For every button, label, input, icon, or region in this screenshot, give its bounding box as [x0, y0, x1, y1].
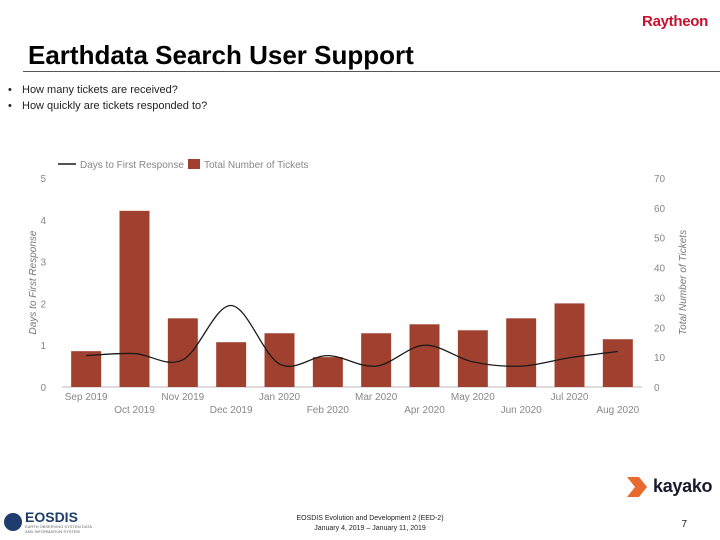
y-tick-label: 0: [40, 383, 46, 394]
bullet-icon: •: [8, 100, 12, 112]
bullet-item: • How many tickets are received?: [8, 82, 207, 98]
x-tick-label: Mar 2020: [355, 392, 398, 403]
y-tick-label: 1: [40, 341, 46, 352]
page-title: Earthdata Search User Support: [28, 40, 414, 70]
y2-tick-label: 60: [654, 204, 666, 215]
y-axis-title: Days to First Response: [28, 230, 39, 334]
raytheon-logo: Raytheon: [642, 13, 708, 30]
y-tick-label: 2: [40, 299, 46, 310]
bar: [167, 318, 198, 387]
bullet-icon: •: [8, 84, 12, 96]
x-tick-label: May 2020: [451, 392, 495, 403]
legend-label: Total Number of Tickets: [204, 160, 308, 171]
x-tick-label: Oct 2019: [114, 405, 155, 416]
bar: [602, 339, 633, 387]
x-tick-label: Apr 2020: [404, 405, 445, 416]
x-tick-label: Feb 2020: [307, 405, 350, 416]
eosdis-name: EOSDIS: [25, 509, 78, 525]
bar: [312, 357, 343, 387]
y-tick-label: 4: [40, 216, 46, 227]
kayako-icon: [627, 476, 647, 497]
footer-line-1: EOSDIS Evolution and Development 2 (EED-…: [296, 515, 444, 522]
bar: [264, 333, 295, 387]
bar: [216, 342, 247, 387]
bullet-text: How many tickets are received?: [22, 84, 178, 96]
bar: [361, 333, 392, 387]
bar: [71, 351, 102, 387]
y2-tick-label: 0: [654, 383, 660, 394]
eosdis-logo: EOSDIS EARTH OBSERVING SYSTEM DATA AND I…: [4, 510, 95, 534]
y2-tick-label: 50: [654, 234, 666, 245]
y2-tick-label: 70: [654, 174, 666, 185]
x-tick-label: Aug 2020: [596, 405, 639, 416]
legend-bar-swatch: [188, 159, 200, 169]
globe-icon: [4, 513, 22, 531]
y2-tick-label: 10: [654, 353, 666, 364]
bar: [554, 303, 585, 387]
y-tick-label: 5: [40, 174, 46, 185]
page-number: 7: [681, 519, 687, 530]
bar: [506, 318, 537, 387]
eosdis-subtitle: EARTH OBSERVING SYSTEM DATA AND INFORMAT…: [25, 524, 92, 534]
kayako-logo: kayako: [627, 476, 713, 497]
bullet-text: How quickly are tickets responded to?: [22, 100, 208, 112]
y2-tick-label: 40: [654, 264, 666, 275]
series-line: [86, 304, 618, 367]
x-tick-label: Nov 2019: [161, 392, 204, 403]
bar: [409, 324, 440, 387]
footer-text: EOSDIS Evolution and Development 2 (EED-…: [270, 514, 470, 534]
x-tick-label: Jul 2020: [551, 392, 589, 403]
bullet-item: • How quickly are tickets responded to?: [8, 98, 207, 114]
y-tick-label: 3: [40, 258, 46, 269]
kayako-wordmark: kayako: [653, 476, 713, 496]
legend-label: Days to First Response: [80, 160, 184, 171]
x-tick-label: Dec 2019: [210, 405, 253, 416]
title-divider: [23, 71, 720, 72]
x-tick-label: Jun 2020: [501, 405, 543, 416]
x-tick-label: Sep 2019: [65, 392, 108, 403]
y2-tick-label: 20: [654, 323, 666, 334]
y2-tick-label: 30: [654, 293, 666, 304]
footer-line-2: January 4, 2019 – January 11, 2019: [314, 525, 426, 532]
x-tick-label: Jan 2020: [259, 392, 301, 403]
y2-axis-title: Total Number of Tickets: [678, 230, 689, 335]
bar: [119, 210, 150, 387]
bullet-list: • How many tickets are received? • How q…: [8, 82, 207, 114]
